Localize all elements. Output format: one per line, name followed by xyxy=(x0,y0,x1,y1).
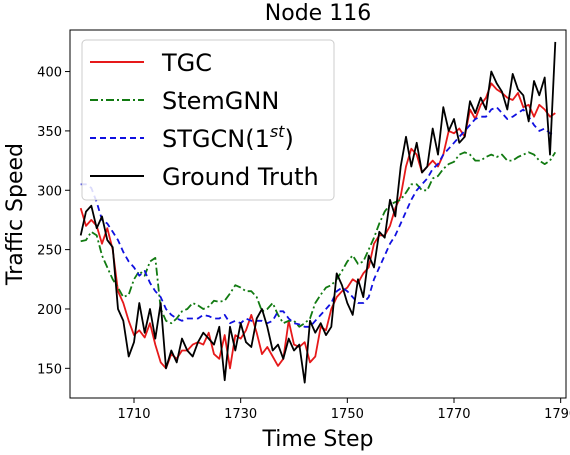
chart-title: Node 116 xyxy=(265,1,371,26)
legend-label: StemGNN xyxy=(162,87,279,115)
series-layer xyxy=(79,41,557,384)
x-tick-label: 1790 xyxy=(544,407,570,422)
legend-frame xyxy=(81,39,335,201)
x-tick-label: 1730 xyxy=(224,407,257,422)
legend-label: TGC xyxy=(161,49,212,77)
y-tick-label: 200 xyxy=(37,303,62,318)
y-tick-label: 150 xyxy=(37,362,62,377)
y-tick-label: 300 xyxy=(37,184,62,199)
y-axis-ticks: 150 200 250 300 350 400 xyxy=(37,66,70,377)
stgcn-line xyxy=(80,106,556,328)
legend-label: Ground Truth xyxy=(162,163,319,191)
x-axis-label: Time Step xyxy=(262,427,374,452)
x-tick-label: 1750 xyxy=(331,407,364,422)
stemgnn-line xyxy=(80,151,557,328)
y-tick-label: 350 xyxy=(37,125,62,140)
plot-frame xyxy=(69,29,567,399)
legend: TGC StemGNN STGCN(1st) Ground Truth xyxy=(81,39,335,201)
ground-truth-line xyxy=(79,41,557,384)
y-axis-label: Traffic Speed xyxy=(3,143,28,286)
x-tick-label: 1770 xyxy=(437,407,470,422)
legend-label: STGCN(1st) xyxy=(162,122,294,153)
tgc-line xyxy=(79,82,556,370)
y-tick-label: 400 xyxy=(37,66,62,81)
x-tick-label: 1710 xyxy=(117,407,150,422)
y-tick-label: 250 xyxy=(37,244,62,259)
x-axis-ticks: 1710 1730 1750 1770 1790 xyxy=(117,398,570,422)
